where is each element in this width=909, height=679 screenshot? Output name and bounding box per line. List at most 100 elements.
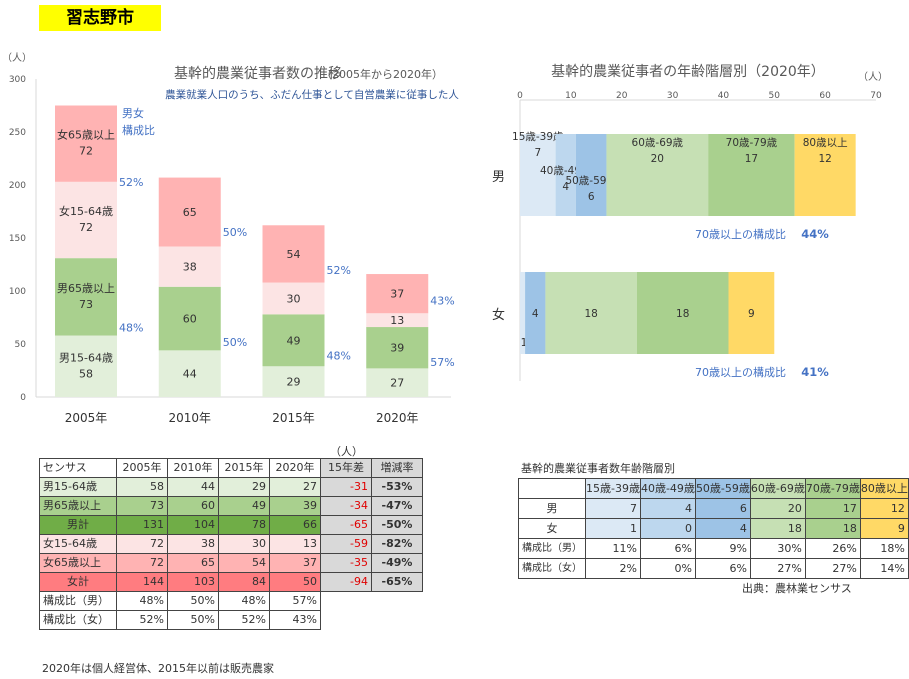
chart2-title: 基幹的農業従事者の年齢階層別（2020年）: [551, 63, 825, 80]
table-header-cell: 2015年: [218, 458, 270, 478]
table-cell: 48%: [116, 591, 168, 611]
table-cell: 6: [694, 498, 751, 519]
chart1-data-label: 60: [183, 313, 197, 326]
table-header-cell: 15年差: [320, 458, 372, 478]
footnote: 2020年は個人経営体、2015年以前は販売農家: [42, 662, 274, 675]
table-cell: 78: [218, 515, 270, 535]
source-note: 出典：農林業センサス: [742, 582, 852, 595]
table-row: 男15-64歳 58 44 29 27 -31 -53%: [39, 477, 423, 497]
chart1-female-ratio: 43%: [430, 295, 454, 308]
chart2-x-tick-label: 0: [517, 91, 523, 101]
table-empty-cell: [372, 611, 423, 630]
table-cell: 66: [269, 515, 321, 535]
table-row: 構成比（女） 2% 0% 6% 27% 27% 14%: [518, 558, 909, 579]
table-cell: 48%: [218, 591, 270, 611]
chart2-over70-value: 44%: [801, 227, 829, 241]
table-cell: 27%: [749, 558, 806, 579]
chart1-male-ratio: 48%: [327, 350, 351, 363]
chart2-x-tick-label: 60: [819, 91, 831, 101]
chart1-bar-segment: [158, 350, 221, 397]
chart2-bar-segment: [520, 134, 556, 216]
chart1-bar-segment: [262, 314, 325, 367]
chart2-bar-segment: [525, 272, 546, 354]
chart2-segment-series-label: 15歳-39歳: [512, 131, 564, 143]
chart2-data-label: 18: [676, 308, 689, 320]
table-cell: 14%: [859, 558, 909, 579]
table-cell: 18: [804, 518, 861, 539]
chart1-subtitle: （2005年から2020年）: [321, 67, 443, 81]
chart2-x-axis-label: （人）: [858, 71, 888, 83]
chart1-data-label: 30: [287, 292, 301, 305]
chart1-bar-segment: [366, 327, 429, 369]
table-cell: 4: [639, 498, 696, 519]
table-cell: -59: [320, 534, 372, 554]
table-cell: 13: [269, 534, 321, 554]
chart2-bar-segment: [606, 134, 709, 216]
table-cell: 50: [269, 572, 321, 592]
table-header-cell: 80歳以上: [859, 478, 909, 499]
table-row: 男 7 4 6 20 17 12: [518, 498, 909, 519]
chart1-bar-segment: [55, 105, 117, 182]
table-row: 女計 144 103 84 50 -94 -65%: [39, 572, 423, 592]
chart2-bar-segment: [545, 272, 637, 354]
chart1-data-label: 73: [79, 298, 93, 311]
table-row: 構成比（女） 52% 50% 52% 43%: [39, 610, 423, 630]
chart1-bar-segment: [262, 225, 325, 283]
chart1-data-label: 65: [183, 206, 197, 219]
chart2-over70-value: 41%: [801, 365, 829, 379]
chart1-data-label: 72: [79, 221, 93, 234]
chart1-bar-segment: [55, 258, 117, 336]
chart1-y-axis-label: （人）: [2, 52, 32, 64]
table-row-label: 女計: [39, 572, 117, 592]
table-header-cell: 2010年: [167, 458, 219, 478]
chart2-x-tick-label: 10: [565, 91, 577, 101]
table-cell: 52%: [218, 610, 270, 630]
table-cell: 6%: [694, 558, 751, 579]
chart2-bar-segment: [708, 134, 795, 216]
table-cell: 131: [116, 515, 168, 535]
chart1-ratio-label: 男女: [122, 106, 144, 120]
chart2-bar-segment: [520, 272, 526, 354]
table-cell: 103: [167, 572, 219, 592]
chart1-segment-series-label: 男15-64歳: [59, 351, 113, 364]
chart2-x-tick-label: 40: [718, 91, 730, 101]
table-cell: -31: [320, 477, 372, 497]
age-table-title: 基幹的農業従事者数年齢階層別: [521, 462, 675, 475]
table-cell: 104: [167, 515, 219, 535]
table-cell: -50%: [371, 515, 423, 535]
table-cell: -53%: [371, 477, 423, 497]
chart1-data-label: 13: [390, 314, 404, 327]
chart2-data-label: 7: [534, 147, 541, 159]
table-cell: 38: [167, 534, 219, 554]
table-cell: 30: [218, 534, 270, 554]
chart1-y-tick-label: 50: [15, 340, 27, 350]
table-cell: 27: [269, 477, 321, 497]
table-cell: 65: [167, 553, 219, 573]
table-empty-cell: [372, 592, 423, 611]
table-row: 女15-64歳 72 38 30 13 -59 -82%: [39, 534, 423, 554]
chart2-segment-series-label: 70歳-79歳: [726, 137, 778, 149]
chart2-x-tick-label: 30: [667, 91, 679, 101]
table-header-cell: 50歳-59歳: [694, 478, 751, 499]
table-cell: 0: [639, 518, 696, 539]
table-header-cell: 15歳-39歳: [585, 478, 641, 499]
chart1-bar-segment: [158, 246, 221, 287]
table-row-label: 構成比（女）: [39, 610, 117, 630]
chart1-y-tick-label: 300: [9, 75, 26, 85]
table-cell: 29: [218, 477, 270, 497]
table-cell: 49: [218, 496, 270, 516]
table-row-label: 構成比（女）: [518, 558, 586, 579]
table-cell: -82%: [371, 534, 423, 554]
table-cell: 54: [218, 553, 270, 573]
chart1-bar-segment: [262, 366, 325, 397]
table-cell: -65: [320, 515, 372, 535]
table-cell: 9: [859, 518, 909, 539]
table-row-label: 男計: [39, 515, 117, 535]
table-row: 女65歳以上 72 65 54 37 -35 -49%: [39, 553, 423, 573]
chart1-bar-segment: [366, 368, 429, 397]
chart2-bar-segment: [636, 272, 729, 354]
chart2-data-label: 18: [585, 308, 598, 320]
chart1-note: 農業就業人口のうち、ふだん仕事として自営農業に従事した人: [165, 88, 459, 101]
table-header-row: 15歳-39歳 40歳-49歳 50歳-59歳 60歳-69歳 70歳-79歳 80歳以上: [518, 478, 909, 499]
